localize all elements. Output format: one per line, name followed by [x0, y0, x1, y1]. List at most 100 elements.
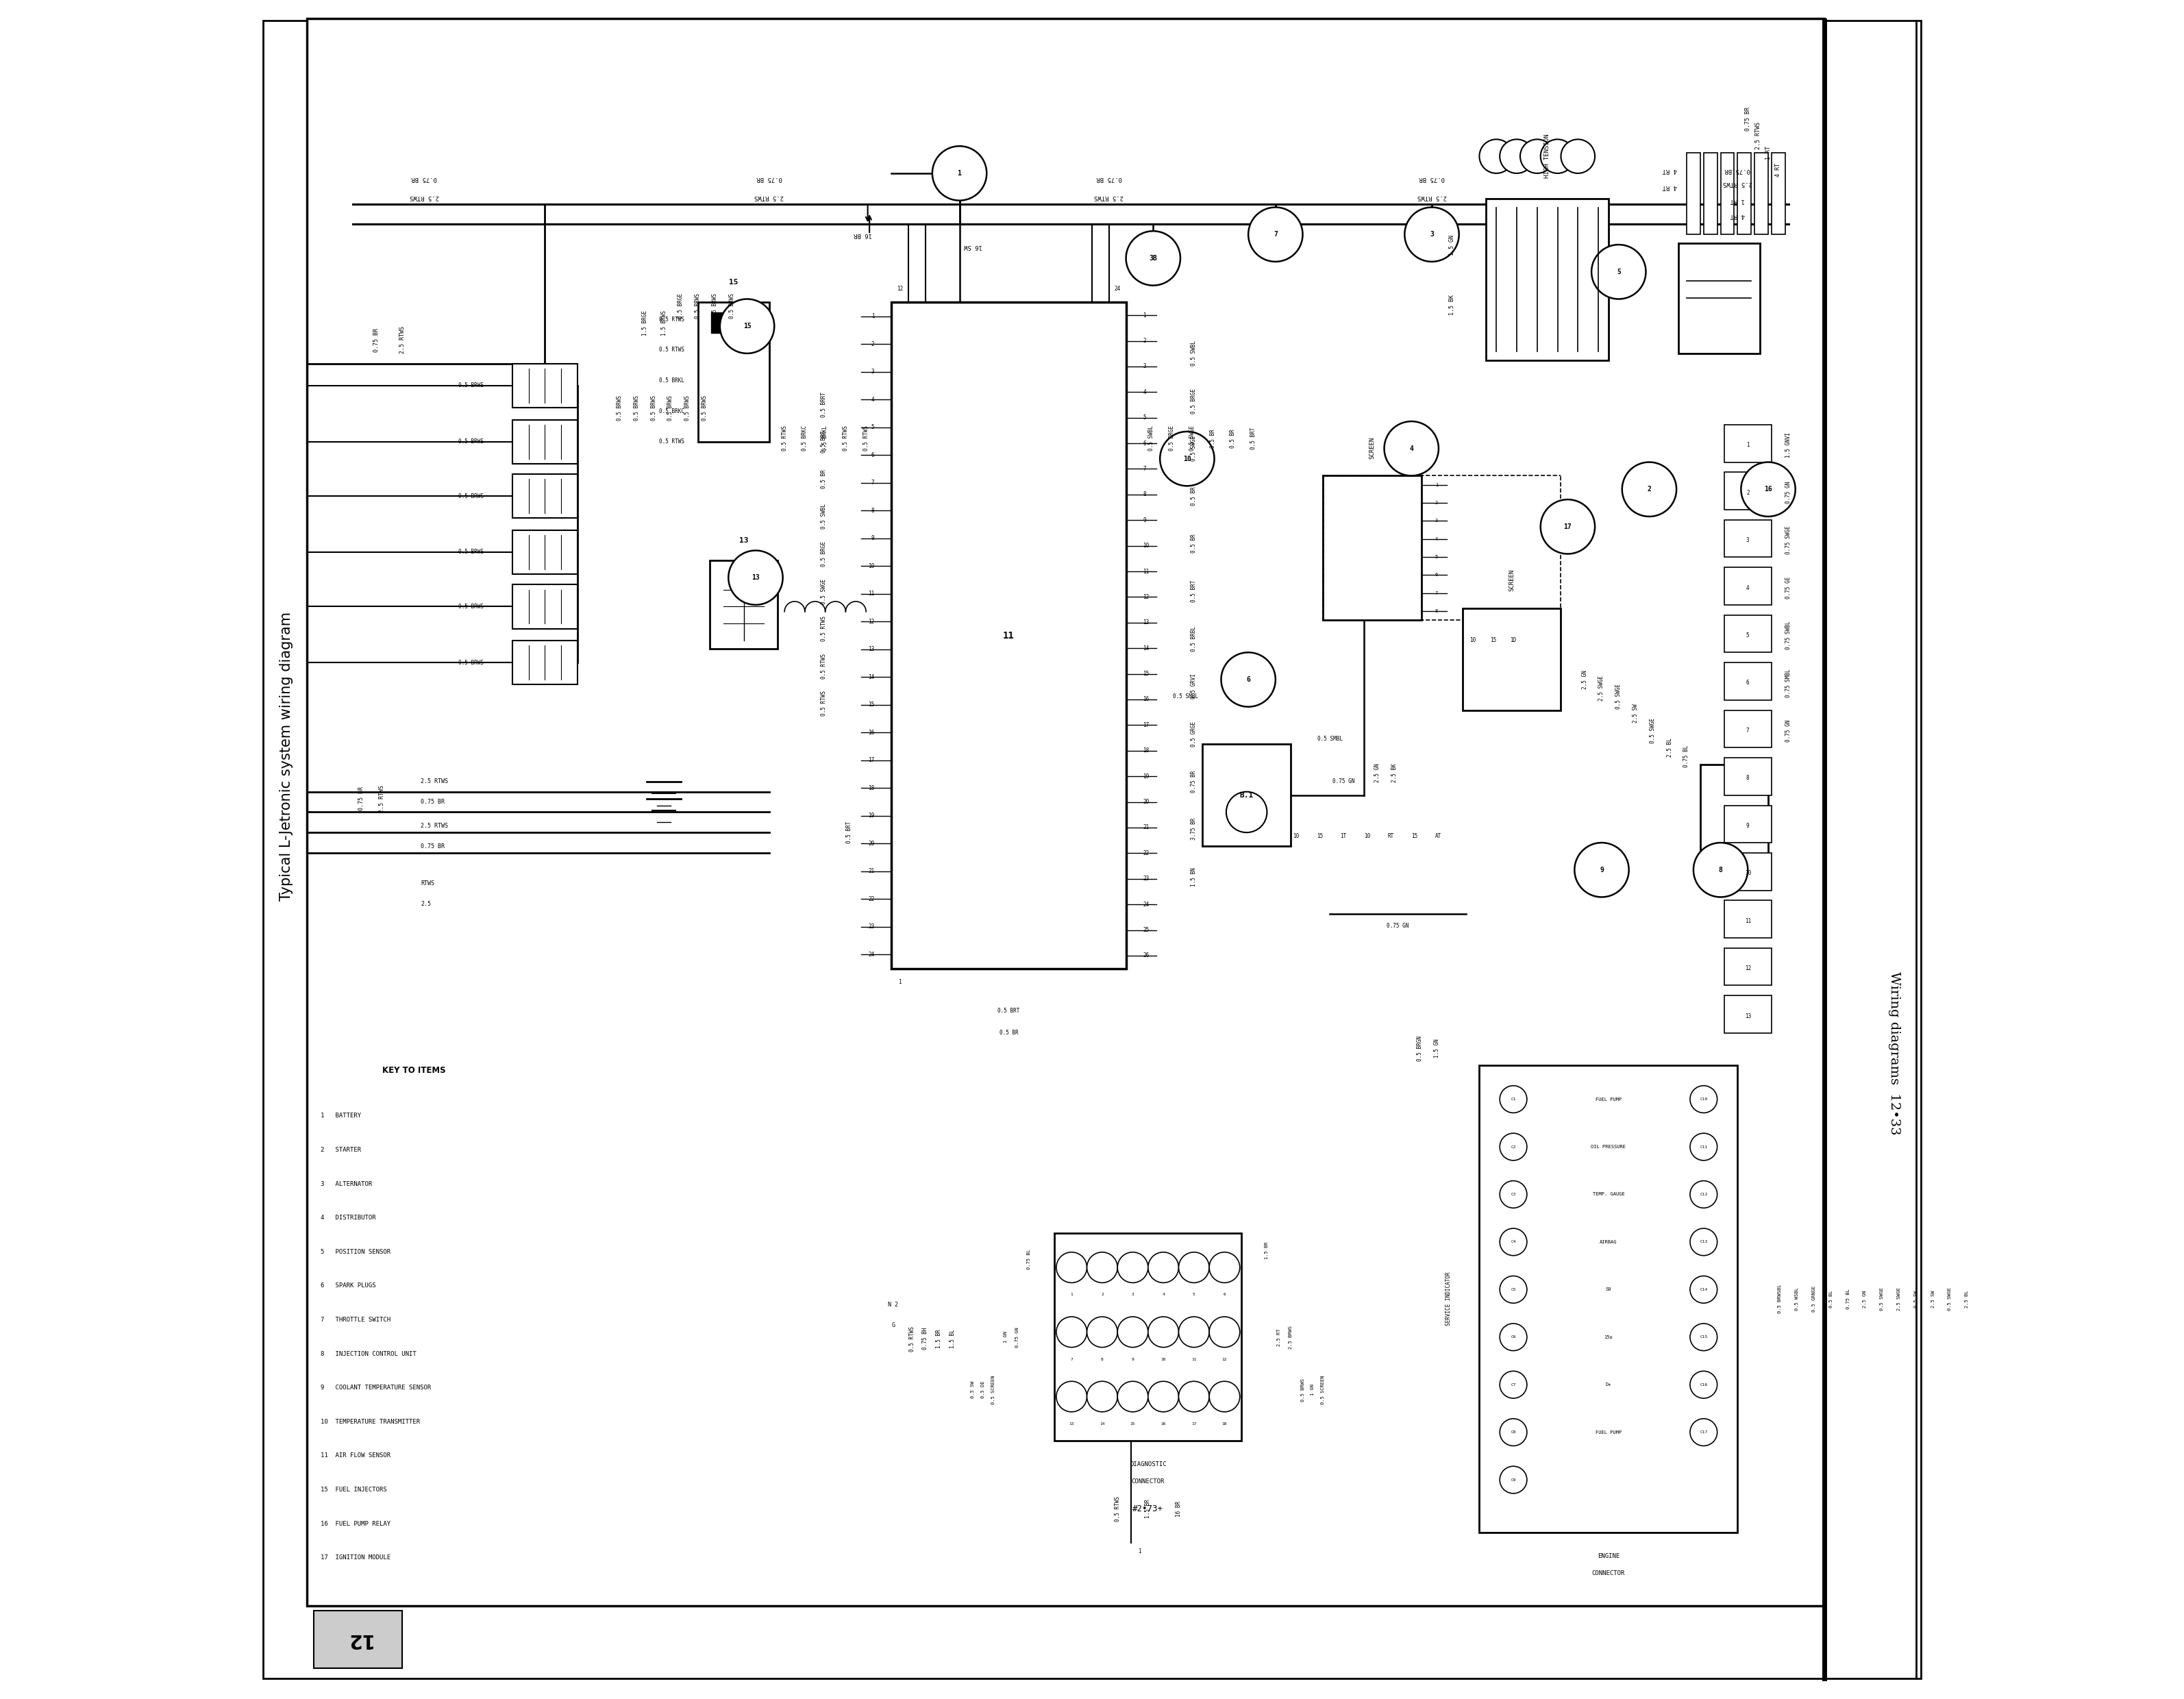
- Text: 5: 5: [1142, 415, 1147, 421]
- Bar: [1723, 853, 1771, 890]
- Bar: [308, 19, 1824, 1606]
- Text: 1: 1: [1747, 442, 1749, 449]
- Bar: [1324, 476, 1422, 620]
- Text: 5: 5: [1192, 1293, 1195, 1296]
- Text: 19: 19: [869, 812, 874, 819]
- Text: 1.5 BK: 1.5 BK: [1450, 294, 1455, 316]
- Circle shape: [1249, 207, 1302, 262]
- Text: CONNECTOR: CONNECTOR: [1131, 1478, 1164, 1485]
- Text: 3   ALTERNATOR: 3 ALTERNATOR: [321, 1181, 371, 1188]
- Text: SERVICE INDICATOR: SERVICE INDICATOR: [1446, 1273, 1452, 1325]
- Text: 0.5 BRKL: 0.5 BRKL: [660, 377, 684, 384]
- Text: 0.5 SWBL: 0.5 SWBL: [821, 505, 828, 528]
- Text: 5: 5: [871, 425, 874, 430]
- Text: SCREEN: SCREEN: [1369, 437, 1376, 459]
- Text: 0.5 SW: 0.5 SW: [1913, 1290, 1918, 1308]
- Circle shape: [1690, 1228, 1717, 1256]
- Circle shape: [1160, 432, 1214, 486]
- Text: 0.5 BRT: 0.5 BRT: [845, 821, 852, 844]
- Text: 0.5 RTWS: 0.5 RTWS: [863, 426, 869, 450]
- Circle shape: [1575, 843, 1629, 897]
- Circle shape: [1118, 1317, 1149, 1347]
- Text: 18: 18: [1223, 1422, 1227, 1425]
- Text: 0.75 BL: 0.75 BL: [1684, 744, 1690, 768]
- Text: 1 GN: 1 GN: [1310, 1385, 1315, 1395]
- Text: 21: 21: [869, 868, 874, 875]
- Circle shape: [1500, 1324, 1527, 1351]
- Circle shape: [1500, 1133, 1527, 1160]
- Text: 0.5 BRBL: 0.5 BRBL: [1190, 627, 1197, 651]
- Text: 0.75 SWBL: 0.75 SWBL: [1787, 622, 1791, 649]
- Text: 2: 2: [1435, 501, 1437, 505]
- Text: 0.5 BR: 0.5 BR: [1210, 428, 1216, 449]
- Text: 18: 18: [869, 785, 874, 792]
- Text: C4: C4: [1511, 1240, 1516, 1244]
- Circle shape: [1221, 652, 1275, 707]
- Text: 9: 9: [1747, 822, 1749, 829]
- Text: 0.5 BRWS: 0.5 BRWS: [459, 659, 485, 666]
- Text: 9: 9: [871, 535, 874, 542]
- Text: C10: C10: [1699, 1098, 1708, 1101]
- Text: 2.5 GN: 2.5 GN: [1863, 1290, 1867, 1308]
- Text: 0.5 SWBL: 0.5 SWBL: [1190, 341, 1197, 365]
- Bar: [1463, 608, 1562, 710]
- Text: 0.5 SWGE: 0.5 SWGE: [1649, 719, 1655, 742]
- Circle shape: [1149, 1317, 1179, 1347]
- Circle shape: [1210, 1381, 1241, 1412]
- Text: 0.5 BRWS: 0.5 BRWS: [684, 396, 690, 420]
- Text: 0.75 GN: 0.75 GN: [1787, 719, 1791, 742]
- Text: 3: 3: [1131, 1293, 1133, 1296]
- Bar: [513, 641, 577, 685]
- Text: 2.5 BL: 2.5 BL: [1966, 1290, 1970, 1308]
- Bar: [738, 313, 756, 333]
- Bar: [1723, 520, 1771, 557]
- Text: 7: 7: [1435, 591, 1437, 595]
- Text: 4 RT: 4 RT: [1662, 167, 1677, 173]
- Text: 0.5 BRWS: 0.5 BRWS: [1302, 1378, 1304, 1402]
- Circle shape: [1741, 462, 1795, 516]
- Text: 6: 6: [871, 452, 874, 459]
- Text: 0.5 BRWS: 0.5 BRWS: [459, 438, 485, 445]
- Text: 6: 6: [1142, 440, 1147, 447]
- Text: 8   INJECTION CONTROL UNIT: 8 INJECTION CONTROL UNIT: [321, 1351, 417, 1358]
- Text: 2.5 BK: 2.5 BK: [1391, 763, 1398, 783]
- Text: FUEL PUMP: FUEL PUMP: [1594, 1098, 1621, 1101]
- Text: 2.5 GN: 2.5 GN: [1581, 669, 1588, 690]
- Text: 0.5 SMBL: 0.5 SMBL: [1317, 736, 1343, 742]
- Text: 3: 3: [1435, 518, 1437, 523]
- Text: 8: 8: [1747, 775, 1749, 782]
- Text: 4: 4: [1747, 584, 1749, 591]
- Text: 5: 5: [1747, 632, 1749, 639]
- Text: 7: 7: [1747, 727, 1749, 734]
- Text: 2: 2: [1142, 338, 1147, 343]
- Text: 0.5 BRWS: 0.5 BRWS: [633, 396, 640, 420]
- Text: 1.5 BL: 1.5 BL: [950, 1329, 957, 1349]
- Bar: [314, 1611, 402, 1668]
- Text: C8: C8: [1511, 1431, 1516, 1434]
- Text: C13: C13: [1699, 1240, 1708, 1244]
- Text: C5: C5: [1511, 1288, 1516, 1291]
- Text: 1: 1: [1142, 313, 1147, 318]
- Text: 0.5 SCREEN: 0.5 SCREEN: [1321, 1374, 1326, 1405]
- Text: 12: 12: [898, 285, 904, 292]
- Text: 0.75 BR: 0.75 BR: [1096, 175, 1123, 182]
- Text: 0.5 RTWS: 0.5 RTWS: [843, 426, 850, 450]
- Bar: [1677, 243, 1760, 353]
- Text: 0.5 BRGE: 0.5 BRGE: [1190, 389, 1197, 413]
- Bar: [712, 313, 729, 333]
- Text: 0.5 RTWS: 0.5 RTWS: [660, 316, 684, 323]
- Bar: [1485, 199, 1607, 360]
- Text: C9: C9: [1511, 1478, 1516, 1482]
- Text: 0.5 BR: 0.5 BR: [821, 469, 828, 489]
- Circle shape: [1520, 139, 1555, 173]
- Text: 1.5 BRGE: 1.5 BRGE: [642, 311, 649, 335]
- Text: 17: 17: [869, 758, 874, 763]
- Text: 0.5 BRT: 0.5 BRT: [1190, 579, 1197, 603]
- Bar: [1704, 153, 1717, 234]
- Circle shape: [1500, 1181, 1527, 1208]
- Text: C7: C7: [1511, 1383, 1516, 1386]
- Text: 10: 10: [1293, 833, 1299, 839]
- Text: C14: C14: [1699, 1288, 1708, 1291]
- Circle shape: [1179, 1252, 1210, 1283]
- Text: 1   BATTERY: 1 BATTERY: [321, 1113, 360, 1120]
